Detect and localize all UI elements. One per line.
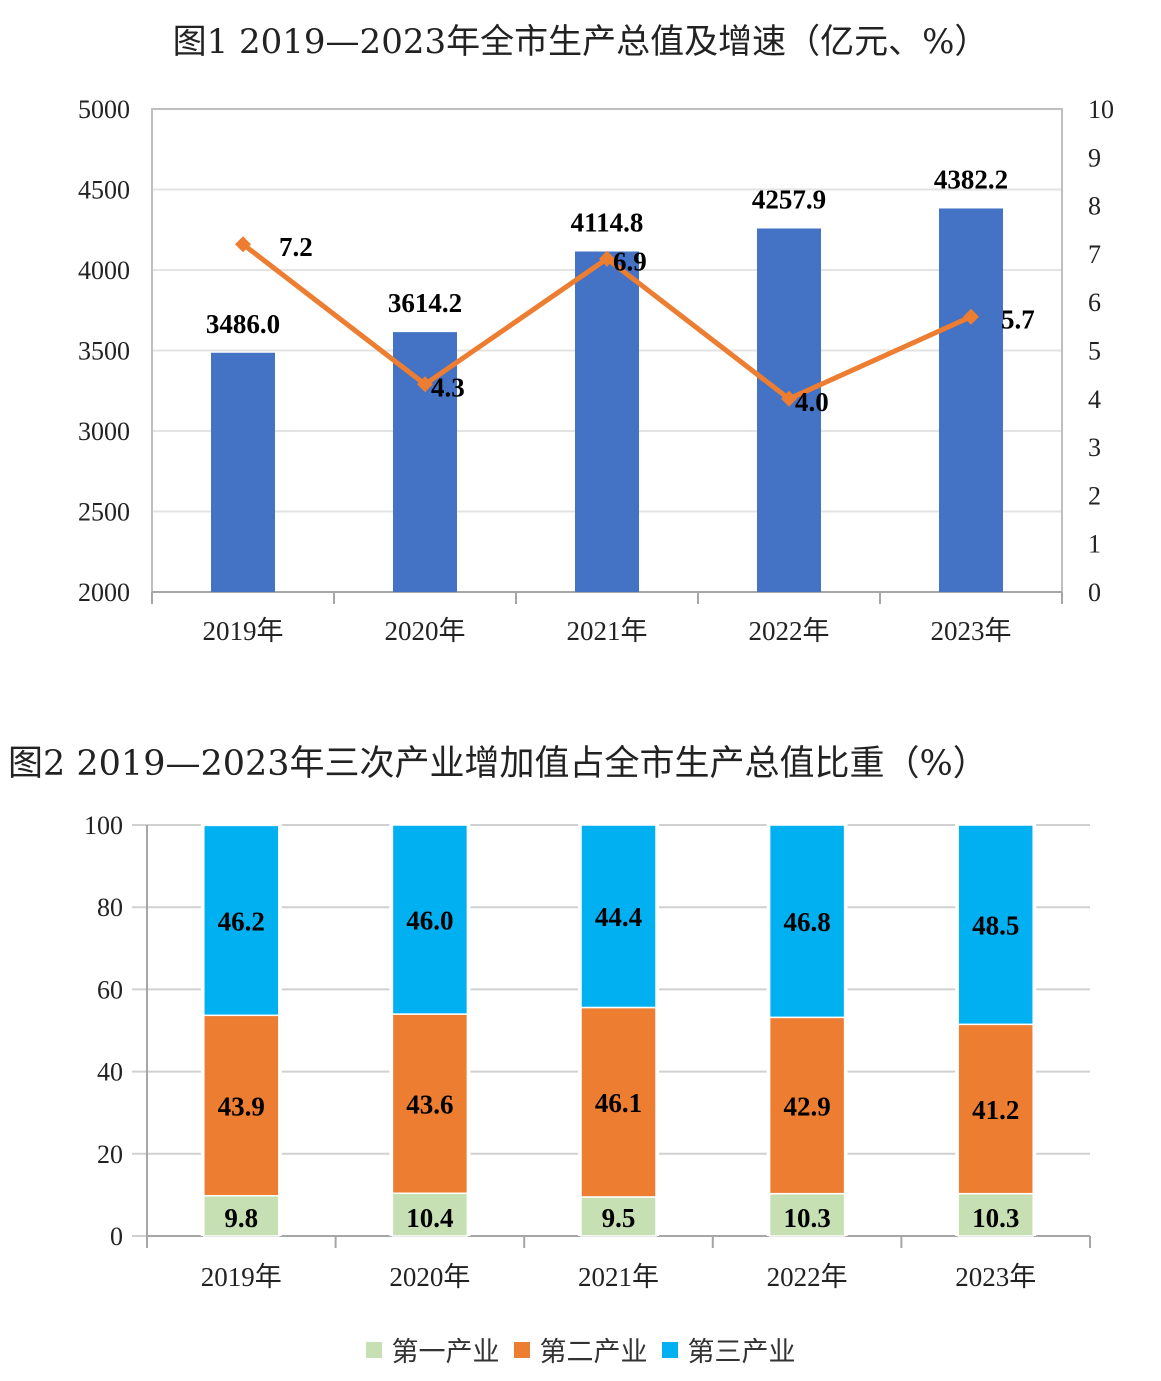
legend-label-primary: 第一产业 [391, 1337, 500, 1368]
y-tick-label: 80 [97, 893, 123, 922]
y-tick-label: 20 [97, 1140, 123, 1169]
x-category-label: 2019年 [201, 1262, 282, 1292]
secondary-industry-label: 41.2 [972, 1095, 1019, 1125]
tertiary-industry-segment [957, 824, 1034, 1026]
chart1-title: 图1 2019—2023年全市生产总值及增速（亿元、%） [172, 22, 989, 62]
gdp-bar-label: 4382.2 [934, 164, 1008, 194]
secondary-industry-segment [203, 1014, 280, 1197]
y-right-tick-label: 1 [1088, 530, 1101, 559]
growth-label: 5.7 [1001, 305, 1035, 335]
growth-marker [963, 308, 979, 325]
tertiary-industry-segment [203, 824, 280, 1017]
y-right-tick-label: 6 [1088, 288, 1101, 317]
tertiary-industry-label: 46.8 [783, 907, 830, 937]
y-right-tick-label: 9 [1088, 143, 1101, 172]
secondary-industry-label: 43.9 [218, 1092, 265, 1122]
gdp-bar-label: 4257.9 [752, 184, 826, 214]
growth-marker [599, 250, 615, 267]
y-right-tick-label: 0 [1088, 578, 1101, 607]
gdp-bar [211, 352, 275, 592]
y-left-tick-label: 2000 [78, 578, 130, 607]
x-category-label: 2023年 [955, 1262, 1036, 1292]
legend-item-tertiary: 第三产业 [661, 1330, 796, 1369]
legend-item-primary: 第一产业 [365, 1330, 500, 1369]
legend-swatch-secondary [513, 1341, 530, 1358]
legend-label-tertiary: 第三产业 [687, 1337, 796, 1368]
primary-industry-segment [580, 1196, 657, 1237]
primary-industry-label: 9.8 [224, 1203, 258, 1233]
y-left-tick-label: 4500 [78, 176, 130, 205]
y-tick-label: 60 [97, 975, 123, 1004]
y-left-tick-label: 3500 [78, 337, 130, 366]
y-right-tick-label: 7 [1088, 240, 1101, 269]
chart2-legend: 第一产业 第二产业 第三产业 [0, 1330, 1161, 1369]
secondary-industry-label: 42.9 [783, 1092, 830, 1122]
growth-label: 4.3 [431, 372, 465, 402]
y-right-tick-label: 10 [1088, 95, 1114, 124]
y-left-tick-label: 4000 [78, 256, 130, 285]
legend-swatch-tertiary [661, 1341, 678, 1358]
gdp-bar [939, 208, 1003, 592]
secondary-industry-label: 46.1 [595, 1088, 642, 1118]
secondary-industry-label: 43.6 [406, 1090, 453, 1120]
tertiary-industry-label: 48.5 [972, 911, 1019, 941]
growth-label: 6.9 [613, 247, 647, 277]
x-category-label: 2020年 [389, 1262, 470, 1292]
x-category-label: 2021年 [578, 1262, 659, 1292]
gdp-bar-label: 3486.0 [206, 309, 280, 339]
y-left-tick-label: 2500 [78, 498, 130, 527]
y-left-tick-label: 3000 [78, 417, 130, 446]
chart2-industry-share: 0 20 40 60 80 100 9.8 43.9 46.2 2019年 10.4 43.6 46.0… [84, 811, 1091, 1292]
y-right-tick-label: 3 [1088, 433, 1101, 462]
x-category-label: 2023年 [931, 616, 1012, 646]
y-tick-label: 40 [97, 1058, 123, 1087]
primary-industry-label: 10.3 [783, 1203, 830, 1233]
y-tick-label: 100 [84, 811, 123, 840]
primary-industry-label: 9.5 [602, 1203, 636, 1233]
chart1-gdp-growth: 2000 2500 3000 3500 4000 4500 5000 0 1 2 3 4 5 6 7 8 9 10… [78, 95, 1114, 646]
growth-marker [417, 376, 433, 393]
primary-industry-label: 10.3 [972, 1203, 1019, 1233]
gdp-bar [757, 228, 821, 593]
growth-label: 7.2 [279, 232, 313, 262]
legend-swatch-primary [365, 1341, 382, 1358]
y-right-tick-label: 2 [1088, 481, 1101, 510]
gdp-bar [575, 251, 639, 592]
tertiary-industry-segment [391, 824, 469, 1015]
y-left-tick-label: 5000 [78, 95, 130, 124]
y-right-tick-label: 5 [1088, 337, 1101, 366]
legend-label-secondary: 第二产业 [539, 1337, 648, 1368]
secondary-industry-segment [768, 1016, 846, 1195]
tertiary-industry-segment [580, 824, 657, 1009]
x-category-label: 2021年 [567, 616, 648, 646]
gdp-bar-label: 3614.2 [388, 288, 462, 318]
gdp-bar-label: 4114.8 [571, 208, 644, 238]
tertiary-industry-label: 44.4 [595, 902, 642, 932]
tertiary-industry-segment [768, 824, 846, 1019]
secondary-industry-segment [391, 1013, 469, 1195]
x-category-label: 2020年 [385, 616, 466, 646]
primary-industry-label: 10.4 [406, 1203, 453, 1233]
tertiary-industry-label: 46.0 [406, 906, 453, 936]
y-right-tick-label: 4 [1088, 385, 1101, 414]
y-right-tick-label: 8 [1088, 192, 1101, 221]
secondary-industry-segment [957, 1023, 1034, 1195]
x-category-label: 2019年 [203, 616, 284, 646]
tertiary-industry-label: 46.2 [218, 906, 265, 936]
chart2-title: 图2 2019—2023年三次产业增加值占全市生产总值比重（%） [8, 744, 988, 784]
y-tick-label: 0 [110, 1222, 123, 1251]
x-category-label: 2022年 [749, 616, 830, 646]
x-category-label: 2022年 [767, 1262, 848, 1292]
growth-marker [781, 390, 797, 407]
legend-item-secondary: 第二产业 [513, 1330, 648, 1369]
primary-industry-segment [391, 1192, 469, 1237]
growth-label: 4.0 [795, 387, 829, 417]
gdp-bar [393, 332, 457, 592]
growth-marker [235, 236, 251, 253]
